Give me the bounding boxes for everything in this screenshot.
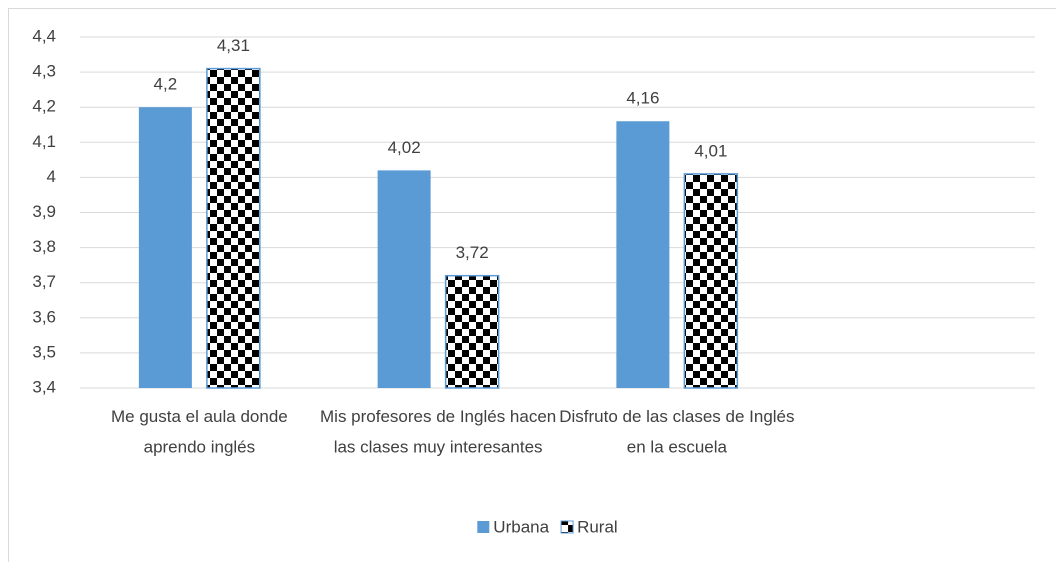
data-label: 4,01 bbox=[694, 141, 727, 160]
legend-label: Urbana bbox=[493, 517, 549, 536]
y-tick-label: 4,1 bbox=[32, 132, 56, 151]
data-label: 4,2 bbox=[154, 75, 178, 94]
data-label: 4,31 bbox=[217, 36, 250, 55]
y-tick-label: 3,7 bbox=[32, 272, 56, 291]
data-label: 4,16 bbox=[626, 89, 659, 108]
x-tick-label-line: aprendo inglés bbox=[144, 438, 256, 457]
x-tick-label: Me gusta el aula donde aprendo inglés bbox=[111, 407, 288, 457]
y-tick-label: 4,4 bbox=[32, 26, 56, 45]
y-tick-label: 4,3 bbox=[32, 62, 56, 81]
legend-label: Rural bbox=[577, 517, 618, 536]
bar bbox=[683, 173, 739, 389]
x-tick-label-line: Me gusta el aula donde bbox=[111, 407, 288, 426]
legend-swatch bbox=[477, 521, 490, 533]
x-tick-label: Disfruto de las clases de Inglés en la es… bbox=[559, 407, 794, 457]
legend-swatch bbox=[560, 520, 574, 534]
x-tick-label-line: Mis profesores de Inglés hacen bbox=[320, 407, 556, 426]
legend-item: Rural bbox=[560, 517, 618, 536]
y-tick-label: 3,6 bbox=[32, 307, 56, 326]
bar bbox=[444, 274, 500, 389]
y-tick-label: 3,9 bbox=[32, 202, 56, 221]
x-tick-label-line: en la escuela bbox=[627, 438, 728, 457]
bar bbox=[138, 107, 192, 388]
chart-border bbox=[8, 8, 1056, 562]
x-tick-label-line: las clases muy interesantes bbox=[334, 438, 543, 457]
x-tick-label: Mis profesores de Inglés hacen las clases… bbox=[320, 407, 556, 457]
bar bbox=[616, 121, 670, 389]
x-tick-label-line: Disfruto de las clases de Inglés bbox=[559, 407, 794, 426]
legend-item: Urbana bbox=[477, 517, 550, 536]
y-tick-label: 4 bbox=[47, 167, 56, 186]
bar bbox=[377, 170, 431, 388]
bar bbox=[206, 67, 261, 389]
y-tick-label: 3,4 bbox=[32, 377, 56, 396]
y-tick-label: 3,5 bbox=[32, 342, 56, 361]
y-tick-label: 3,8 bbox=[32, 237, 56, 256]
y-tick-label: 4,2 bbox=[32, 97, 56, 116]
data-label: 4,02 bbox=[388, 138, 421, 157]
data-label: 3,72 bbox=[456, 243, 489, 262]
